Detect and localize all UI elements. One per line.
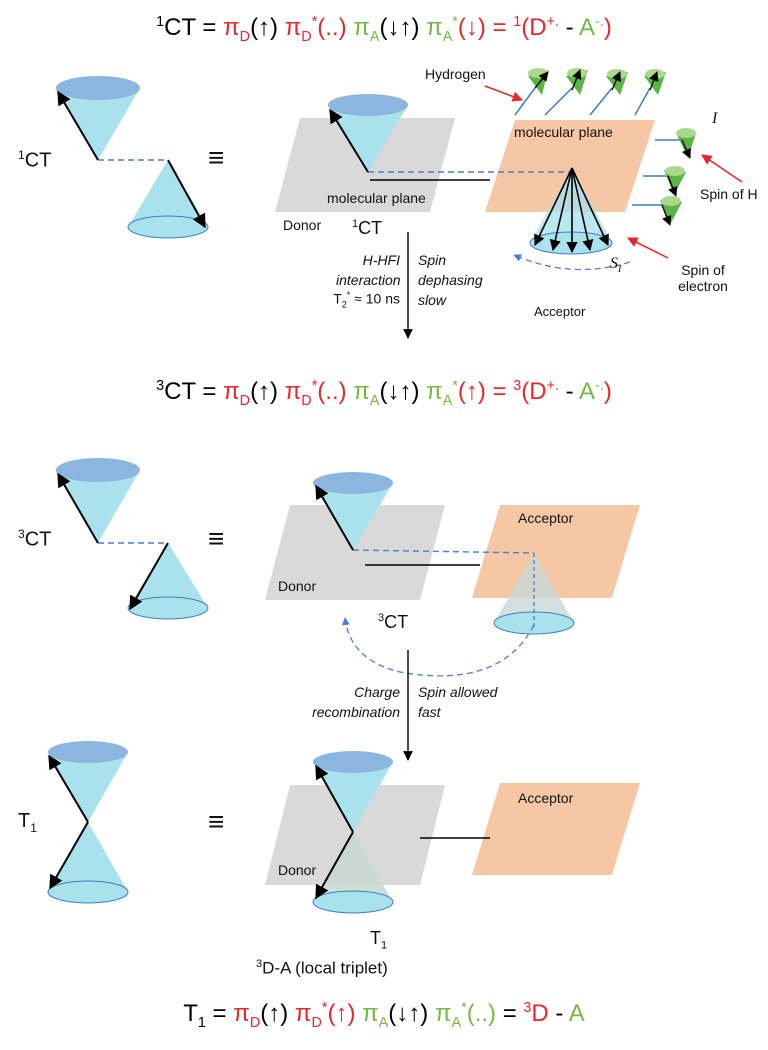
donor-t1-cones [312,751,394,914]
singlet-ct-equation: 1CT = πD(↑) πD*(..) πA(↓↑) πA*(↓) = 1(D+… [156,14,612,45]
acceptor-plane-3 [472,783,640,875]
acceptor-label-2: Acceptor [518,510,574,526]
molecular-plane-donor-label: molecular plane [327,190,426,206]
acceptor-plane-1 [485,120,655,212]
t1-cone-pair-left [47,741,129,904]
spin-allowed-label: Spin allowed fast [418,684,498,720]
equiv-symbol-3: ≡ [208,806,225,837]
triplet-state-label: 3CT [378,612,409,632]
local-triplet-label: 3D-A (local triplet) [256,958,388,978]
singlet-state-label: 1CT [352,218,383,238]
spin-h-pointer-arrow [701,154,743,183]
hydrogen-label: Hydrogen [425,66,486,82]
donor-cone-1 [328,94,570,173]
t1-state-label: T1 [370,928,388,952]
spin-electron-pointer-arrow [627,237,669,259]
donor-label-1: Donor [283,217,322,233]
singlet-cone-pair-left [55,76,209,239]
triplet-cone-pair-left [55,458,209,620]
donor-cone-2 [313,472,535,554]
spin-of-h-label: Spin of H [700,186,758,202]
acceptor-spin-cones [513,167,631,271]
hydrogen-spin-cones [514,68,696,226]
hydrogen-pointer-arrow [484,85,523,102]
equiv-symbol-2: ≡ [208,523,225,554]
left-t1-label: T1 [18,810,37,835]
donor-plane-2 [265,505,445,600]
hhfi-label: H-HFI interaction [336,252,401,288]
t2-time-label: T2* ≈ 10 ns [333,290,400,310]
acceptor-label-3: Acceptor [518,790,574,806]
acceptor-label-1: Acceptor [534,304,586,319]
spin-of-electron-label: Spin of electron [678,262,728,294]
equiv-symbol-1: ≡ [208,142,225,173]
donor-label-2: Donor [278,578,317,594]
charge-recombination-label: Charge recombination [312,684,400,720]
triplet-ct-equation: 3CT = πD(↑) πD*(..) πA(↓↑) πA*(↑) = 3(D+… [156,378,612,409]
t1-equation: T1 = πD(↑) πD*(↑) πA(↓↑) πA*(..) = 3D - … [183,1000,585,1031]
donor-plane-3 [265,785,445,885]
acceptor-plane-2 [472,505,640,598]
molecular-plane-acceptor-label: molecular plane [514,124,613,140]
electron-spin-symbol: SI [610,255,622,276]
left-singlet-label: 1CT [18,148,52,172]
donor-label-3: Donor [278,862,317,878]
left-triplet-label: 3CT [18,527,52,551]
nuclear-spin-label: I [712,110,718,127]
spin-dephasing-label: Spin dephasing slow [418,252,483,308]
